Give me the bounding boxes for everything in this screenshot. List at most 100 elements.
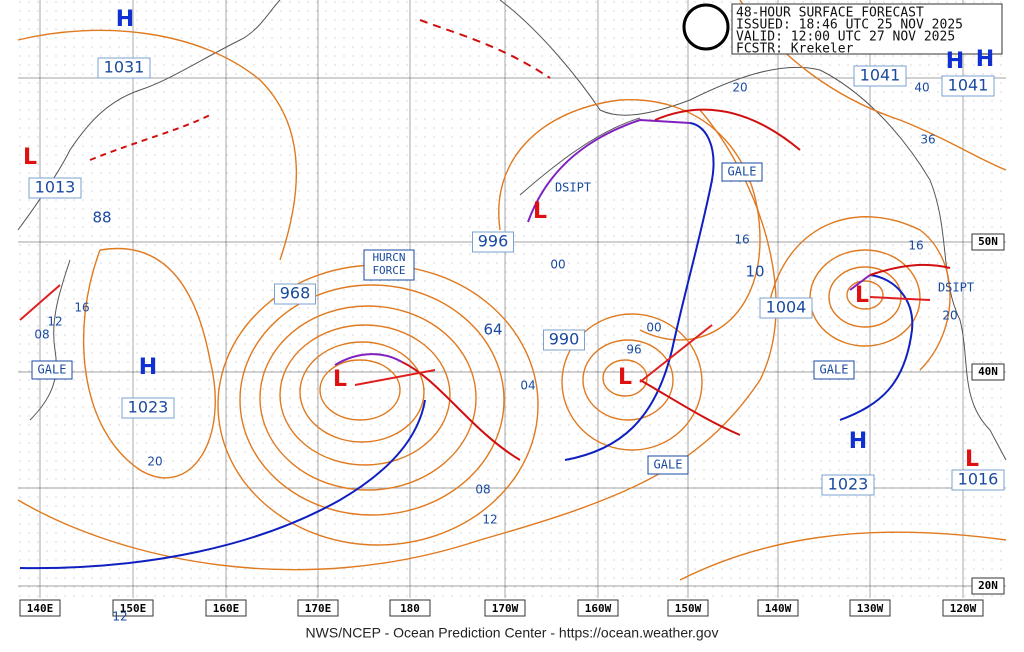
lat-label: 20N (978, 579, 998, 592)
warning-box (721, 162, 763, 182)
lat-label: 50N (978, 235, 998, 248)
isobar-label: 00 (646, 321, 661, 335)
pressure-box (543, 329, 585, 351)
dissipating-label: DSIPT (938, 281, 974, 295)
central-pressure: 990 (549, 330, 580, 349)
warning-box (31, 360, 73, 380)
warning-label: GALE (654, 458, 683, 472)
isobar-label: 12 (482, 513, 497, 527)
isobar-label: 20 (732, 81, 747, 95)
lat-label-box (971, 363, 1005, 381)
lon-label: 140W (765, 602, 792, 615)
header-valid: VALID: 12:00 UTC 27 NOV 2025 (736, 30, 955, 45)
isobar-label: 08 (475, 483, 490, 497)
isobar-label: 16 (74, 301, 89, 315)
central-pressure: 1004 (766, 298, 807, 317)
lat-label-box (971, 577, 1005, 595)
header-box (731, 3, 1003, 55)
isobar-label: 20 (942, 309, 957, 323)
lon-label: 170W (492, 602, 519, 615)
warning-box (647, 455, 689, 475)
central-pressure: 1013 (35, 178, 76, 197)
pressure-box (951, 469, 1005, 491)
pressure-center-symbol: H (946, 49, 964, 74)
lon-label: 120W (950, 602, 977, 615)
pressure-center-symbol: H (976, 47, 994, 72)
lat-label-box (971, 233, 1005, 251)
map-background (18, 0, 1006, 598)
isobar-label: 36 (920, 133, 935, 147)
isobar-label: 00 (550, 258, 565, 272)
central-pressure: 968 (280, 284, 311, 303)
pressure-box (941, 75, 995, 97)
lon-label-box (297, 599, 339, 617)
hurricane-label: FORCE (372, 264, 405, 277)
warning-label: GALE (38, 363, 67, 377)
pressure-box (759, 297, 813, 319)
isobar-label: 20 (147, 455, 162, 469)
warning-label: GALE (728, 165, 757, 179)
lon-label: 160E (213, 602, 240, 615)
lon-label: 170E (305, 602, 332, 615)
warning-box (813, 360, 855, 380)
lon-label-box (849, 599, 891, 617)
pressure-center-symbol: H (116, 7, 134, 32)
isobar-label: 96 (626, 343, 641, 357)
central-pressure: 1041 (948, 76, 989, 95)
pressure-center-symbol: L (965, 447, 979, 472)
pressure-box (28, 177, 82, 199)
lon-label: 180 (400, 602, 420, 615)
central-pressure: 1031 (104, 58, 145, 77)
isobar-label: 40 (914, 81, 929, 95)
header-title: 48-HOUR SURFACE FORECAST (736, 6, 924, 21)
pressure-box (853, 65, 907, 87)
isobar-label: 64 (483, 321, 502, 339)
lon-label-box (942, 599, 984, 617)
central-pressure: 1041 (860, 66, 901, 85)
central-pressure: 996 (478, 232, 509, 251)
isobar-label: 88 (92, 209, 111, 227)
isobar-label: 04 (520, 379, 535, 393)
coastlines (17, 0, 1007, 461)
lon-label-box (577, 599, 619, 617)
isobar-label: 10 (745, 263, 764, 281)
noaa-logo (682, 3, 730, 51)
pressure-center-symbol: H (139, 355, 157, 380)
lon-label-box (667, 599, 709, 617)
pressure-center-symbol: L (618, 365, 632, 390)
isobar-label: 12 (47, 315, 62, 329)
pressure-center-symbol: L (855, 283, 869, 308)
hurricane-box (363, 249, 415, 281)
header-forecaster: FCSTR: Krekeler (736, 42, 854, 57)
lon-label-box (484, 599, 526, 617)
central-pressure: 1023 (128, 398, 169, 417)
warning-label: GALE (820, 363, 849, 377)
fronts (19, 19, 951, 570)
dissipating-label: DSIPT (555, 181, 591, 195)
lon-label: 160W (585, 602, 612, 615)
pressure-center-symbol: L (333, 367, 347, 392)
header: 48-HOUR SURFACE FORECAST ISSUED: 18:46 U… (736, 6, 963, 57)
central-pressure: 1023 (828, 475, 869, 494)
isobar-label: 12 (112, 610, 127, 624)
pressure-box (97, 57, 151, 79)
lon-label: 140E (27, 602, 54, 615)
pressure-box (121, 397, 175, 419)
pressure-box (472, 231, 514, 253)
central-pressure: 1016 (958, 470, 999, 489)
isobar-label: 08 (34, 328, 49, 342)
lon-label-box (112, 599, 154, 617)
lat-label: 40N (978, 365, 998, 378)
hurricane-label: HURCN (372, 251, 405, 264)
footer: NWS/NCEP - Ocean Prediction Center - htt… (306, 625, 719, 641)
lon-label: 150W (675, 602, 702, 615)
header-issued: ISSUED: 18:46 UTC 25 NOV 2025 (736, 18, 963, 33)
grid (18, 0, 1006, 598)
pressure-center-symbol: L (533, 199, 547, 224)
isobar-label: 16 (734, 233, 749, 247)
wind-arrows (19, 284, 931, 386)
lon-label-box (19, 599, 61, 617)
pressure-box (821, 474, 875, 496)
isobar-label: 16 (908, 239, 923, 253)
